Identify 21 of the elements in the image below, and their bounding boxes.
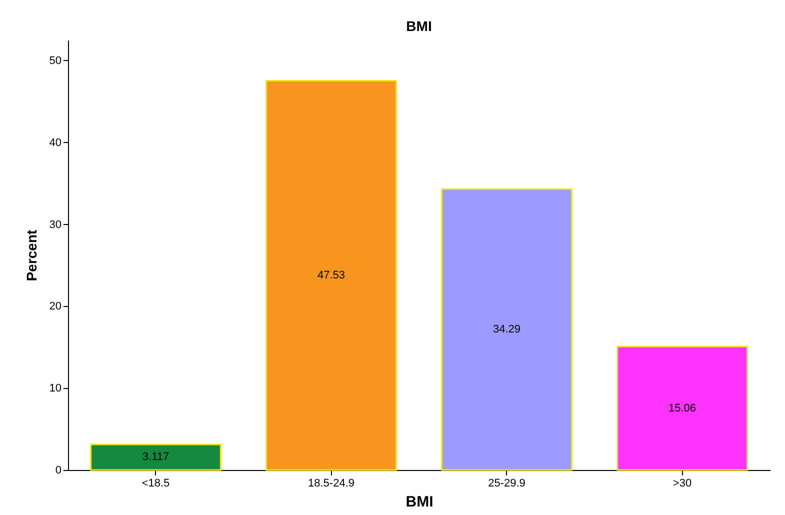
data-label: 47.53 bbox=[317, 269, 346, 282]
y-axis-title: Percent bbox=[23, 229, 40, 282]
bar bbox=[616, 346, 748, 471]
y-tick-label: 10 bbox=[49, 382, 62, 395]
data-label: 34.29 bbox=[492, 324, 521, 336]
y-tick-label: 30 bbox=[49, 218, 62, 231]
chart-title: BMI bbox=[406, 18, 432, 34]
x-axis-title: BMI bbox=[406, 494, 434, 510]
bar bbox=[266, 80, 397, 471]
data-label: 15.06 bbox=[668, 402, 696, 414]
bar bbox=[90, 444, 222, 471]
y-tick-label: 50 bbox=[49, 54, 62, 67]
y-tick-label: 0 bbox=[55, 464, 62, 476]
x-tick-label: 25-29.9 bbox=[488, 478, 526, 490]
x-tick-label: >30 bbox=[672, 478, 692, 490]
y-tick-label: 20 bbox=[49, 300, 62, 313]
x-tick-label: 18.5-24.9 bbox=[308, 478, 354, 490]
bar bbox=[441, 188, 572, 471]
x-tick-label: <18.5 bbox=[142, 478, 170, 490]
y-tick-label: 40 bbox=[49, 136, 62, 149]
data-label: 3.117 bbox=[142, 451, 170, 464]
